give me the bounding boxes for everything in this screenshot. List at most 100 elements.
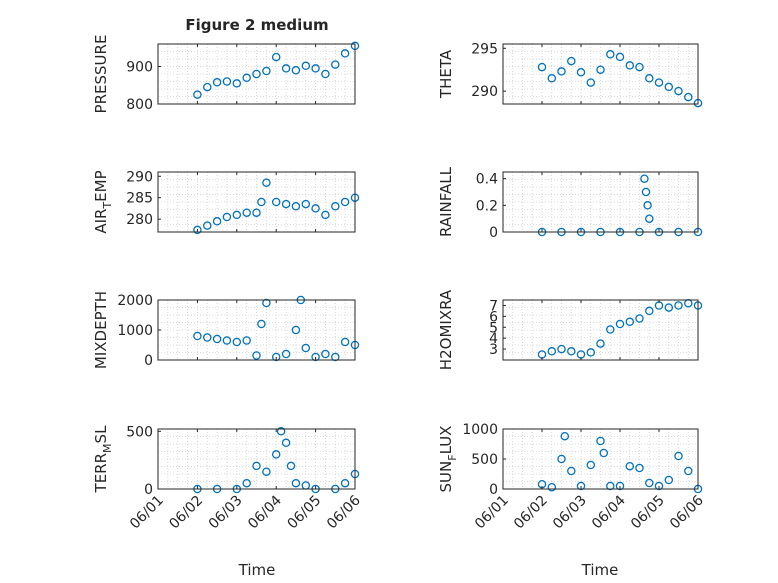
data-point [599, 448, 609, 458]
data-point [301, 61, 311, 71]
y-tick-label: 5 [489, 320, 498, 336]
axes-box [157, 43, 356, 105]
data-point [281, 64, 291, 73]
data-point [635, 314, 644, 323]
subplot-air-temp: 280 285 290 AIRTEMP [92, 169, 360, 235]
data-point [262, 178, 271, 187]
data-point [193, 90, 202, 99]
data-point [281, 199, 291, 209]
y-axis-label: RAINFALL [437, 166, 455, 237]
data-point [567, 56, 576, 66]
data-point [203, 82, 212, 92]
y-tick-label: 0 [144, 353, 153, 369]
data-point [321, 69, 330, 79]
data-point [262, 66, 271, 76]
data-point [340, 49, 350, 58]
axes-box [157, 428, 356, 490]
data-point [684, 466, 693, 476]
data-point [212, 78, 222, 87]
data-point [684, 92, 693, 102]
y-tick-label: 800 [126, 97, 153, 113]
subplot-grid: 800 900 PRESSURE 290 295 THETA 280 285 290 AIRTEM… [92, 35, 707, 533]
data-point [625, 61, 635, 70]
x-tick-label: 06/03 [206, 493, 246, 533]
data-point [654, 78, 664, 87]
data-point [291, 202, 301, 211]
x-axis-label-left: Time [238, 561, 276, 579]
data-point [321, 210, 330, 220]
data-point [291, 478, 301, 488]
x-tick-label: 06/02 [511, 493, 551, 533]
data-point [557, 67, 566, 76]
y-tick-label: 295 [471, 41, 498, 57]
data-point [311, 64, 320, 73]
data-point [576, 68, 586, 77]
axes-box [502, 171, 699, 233]
y-tick-label: 3 [489, 342, 498, 358]
data-point [212, 334, 222, 344]
y-axis-label: MIXDEPTH [92, 291, 110, 369]
data-point [242, 478, 251, 488]
data-point [242, 208, 251, 217]
data-point [625, 461, 635, 471]
data-point [222, 212, 232, 222]
subplot-pressure: 800 900 PRESSURE [92, 35, 360, 113]
data-point [664, 303, 674, 312]
data-point [271, 352, 281, 362]
data-point [311, 204, 320, 213]
data-point [606, 325, 615, 334]
data-point [615, 481, 625, 491]
y-tick-label: 1000 [462, 422, 498, 438]
data-point [271, 52, 281, 62]
data-point [321, 349, 330, 359]
data-point [615, 52, 625, 62]
data-point [664, 82, 674, 92]
y-axis-label: H2OMIXRA [437, 289, 455, 370]
data-point [232, 210, 242, 220]
y-tick-label: 0 [489, 225, 498, 241]
y-axis-label: THETA [437, 49, 455, 99]
y-axis-label: SUNFLUX [437, 426, 459, 493]
data-point [586, 348, 596, 357]
data-point [340, 197, 350, 207]
data-point [586, 460, 596, 470]
data-point [567, 466, 576, 476]
data-point [252, 69, 261, 79]
y-tick-label: 290 [471, 84, 498, 100]
x-axis-label-right: Time [581, 561, 619, 579]
x-tick-label: 06/02 [166, 493, 206, 533]
x-tick-label: 06/01 [127, 493, 167, 533]
data-point [643, 201, 652, 210]
y-tick-label: 1000 [117, 323, 153, 339]
x-tick-label: 06/01 [472, 493, 512, 533]
data-point [664, 475, 674, 485]
y-tick-label: 500 [126, 424, 153, 440]
data-point [615, 319, 625, 329]
y-tick-label: 6 [489, 309, 498, 325]
data-point [281, 438, 291, 448]
data-point [242, 336, 251, 345]
data-point [596, 65, 605, 74]
data-point [547, 482, 557, 492]
data-point [193, 331, 202, 341]
y-tick-label: 0 [489, 482, 498, 498]
y-tick-label: 0.2 [476, 198, 498, 214]
data-point [252, 351, 261, 360]
y-axis-label: TERRMSL [92, 425, 114, 494]
data-point [212, 217, 222, 226]
y-tick-label: 500 [471, 452, 498, 468]
y-tick-label: 0.4 [476, 172, 498, 188]
subplot-rainfall: 0 0.2 0.4 RAINFALL [437, 166, 703, 241]
axes-box [502, 299, 699, 361]
data-point [276, 427, 286, 436]
data-point [262, 467, 271, 476]
data-point [281, 349, 291, 359]
data-point [340, 478, 350, 488]
data-point [252, 461, 261, 471]
data-point [586, 78, 596, 87]
x-tick-label: 06/04 [589, 492, 629, 532]
data-point [537, 62, 547, 72]
data-point [301, 343, 311, 353]
